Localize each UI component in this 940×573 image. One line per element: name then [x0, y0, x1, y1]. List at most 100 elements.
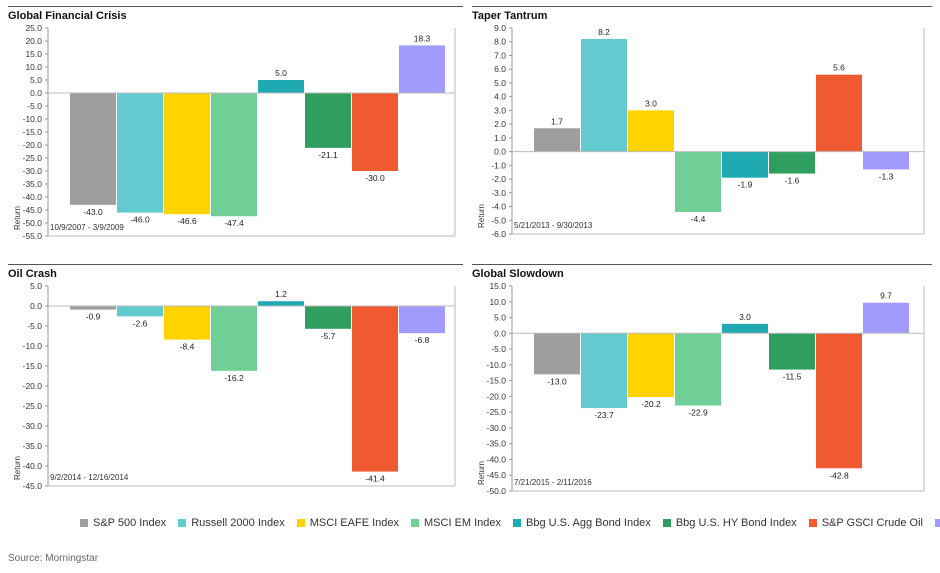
data-label: -1.3 — [879, 171, 894, 181]
chart-title: Oil Crash — [8, 268, 57, 280]
bar-gold — [863, 151, 909, 170]
legend-swatch — [513, 519, 522, 527]
y-tick-label: 8.0 — [494, 37, 506, 47]
chart-title: Taper Tantrum — [472, 10, 548, 22]
y-tick-label: -20.0 — [23, 381, 43, 391]
legend-item-bbg-u-s-hy-bond-index: Bbg U.S. HY Bond Index — [662, 517, 797, 529]
data-label: -11.5 — [783, 372, 802, 382]
bar-gold — [399, 306, 445, 334]
legend-swatch — [296, 519, 305, 527]
y-tick-label: -5.0 — [491, 215, 506, 225]
legend-item-bbg-u-s-agg-bond-index: Bbg U.S. Agg Bond Index — [513, 517, 651, 529]
legend-item-russell-2000-index: Russell 2000 Index — [178, 517, 285, 529]
y-tick-label: 15.0 — [489, 281, 506, 291]
date-range-label: 7/21/2015 - 2/11/2016 — [514, 478, 592, 487]
y-tick-label: -20.0 — [487, 391, 507, 401]
panel-top-rule — [472, 264, 932, 265]
legend-label: MSCI EM Index — [424, 517, 502, 529]
y-tick-label: -35.0 — [23, 179, 43, 189]
bar-sandp-gsci-crude-oil — [816, 74, 862, 152]
data-label: -1.9 — [738, 180, 753, 190]
y-tick-label: -5.0 — [491, 344, 506, 354]
y-tick-label: -15.0 — [23, 361, 43, 371]
bar-msci-em-index — [211, 93, 257, 217]
chart-svg: 5.0 0.0 -5.0 -10.0 -15.0 -20.0 -25.0 -30.0 -35.0… — [13, 281, 456, 491]
source-note: Source: Morningstar — [8, 553, 99, 564]
chart-svg: 25.0 20.0 15.0 10.0 5.0 0.0 -5.0 -10.0 -15.0 -20.… — [13, 23, 456, 241]
y-tick-label: -55.0 — [23, 231, 43, 241]
bar-russell-2000-index — [581, 38, 627, 152]
y-tick-label: -5.0 — [27, 321, 42, 331]
y-tick-label: -45.0 — [23, 205, 43, 215]
bar-bbg-u-s-agg-bond-index — [258, 301, 304, 306]
data-label: 18.3 — [414, 33, 431, 43]
y-tick-label: -25.0 — [23, 153, 43, 163]
bar-russell-2000-index — [581, 333, 627, 409]
data-label: -16.2 — [224, 373, 244, 383]
legend-item-sandp-500-index: S&P 500 Index — [80, 517, 166, 529]
legend-swatch — [178, 519, 187, 527]
data-label: -30.0 — [365, 173, 385, 183]
data-label: 3.0 — [645, 98, 657, 108]
bar-russell-2000-index — [117, 93, 163, 213]
data-label: -0.9 — [86, 312, 101, 322]
date-range-label: 5/21/2013 - 9/30/2013 — [514, 221, 593, 230]
y-tick-label: 10.0 — [489, 297, 506, 307]
y-tick-label: 9.0 — [494, 23, 506, 33]
chart-panel-global-slowdown: Global Slowdown 15.0 10.0 5.0 0.0 -5.0 -10.0 -1… — [472, 264, 932, 498]
y-tick-label: 10.0 — [25, 62, 42, 72]
bar-sandp-gsci-crude-oil — [352, 93, 398, 171]
chart-title: Global Financial Crisis — [8, 10, 127, 22]
chart-panel-global-financial-crisis: Global Financial Crisis 25.0 20.0 15.0 10.0 5… — [8, 6, 463, 252]
bar-bbg-u-s-agg-bond-index — [258, 80, 304, 93]
legend-swatch — [411, 519, 420, 527]
data-label: -46.0 — [130, 215, 150, 225]
data-label: -5.7 — [321, 331, 336, 341]
bar-msci-em-index — [675, 333, 721, 406]
y-tick-label: 4.0 — [494, 92, 506, 102]
y-tick-label: -40.0 — [487, 454, 507, 464]
bar-msci-eafe-index — [164, 93, 210, 215]
y-tick-label: -30.0 — [23, 166, 43, 176]
y-tick-label: 6.0 — [494, 64, 506, 74]
y-axis-label: Return — [477, 461, 486, 485]
y-tick-label: -45.0 — [23, 481, 43, 491]
y-tick-label: 5.0 — [30, 281, 42, 291]
bar-bbg-u-s-hy-bond-index — [305, 93, 351, 148]
legend-label: S&P 500 Index — [93, 517, 167, 529]
bar-gold — [863, 302, 909, 334]
bar-sandp-gsci-crude-oil — [352, 306, 398, 472]
y-tick-label: -25.0 — [23, 401, 43, 411]
bar-bbg-u-s-agg-bond-index — [722, 151, 768, 178]
chart-panel-taper-tantrum: Taper Tantrum 9.0 8.0 7.0 6.0 5.0 4.0 3.0 2.0 1.0… — [472, 6, 932, 252]
data-label: -46.6 — [177, 216, 197, 226]
y-tick-label: 2.0 — [494, 119, 506, 129]
y-tick-label: -30.0 — [23, 421, 43, 431]
bar-sandp-500-index — [70, 93, 116, 205]
bar-bbg-u-s-hy-bond-index — [769, 333, 815, 370]
panel-top-rule — [8, 264, 463, 265]
legend-swatch — [934, 519, 940, 527]
y-tick-label: -25.0 — [487, 407, 507, 417]
data-label: -22.9 — [688, 408, 708, 418]
data-label: 3.0 — [739, 312, 751, 322]
bar-msci-eafe-index — [628, 110, 674, 152]
bar-sandp-500-index — [534, 128, 580, 152]
y-axis-label: Return — [13, 206, 22, 230]
data-label: -42.8 — [829, 470, 849, 480]
y-axis-label: Return — [477, 204, 486, 228]
bar-sandp-gsci-crude-oil — [816, 333, 862, 469]
bar-bbg-u-s-agg-bond-index — [722, 323, 768, 334]
chart-title: Global Slowdown — [472, 268, 564, 280]
bar-bbg-u-s-hy-bond-index — [769, 151, 815, 174]
chart-panel-oil-crash: Oil Crash 5.0 0.0 -5.0 -10.0 -15.0 -20.0 -25.0 -… — [8, 264, 463, 498]
legend-label: Bbg U.S. HY Bond Index — [675, 517, 797, 529]
bar-sandp-500-index — [70, 306, 116, 310]
data-label: -41.4 — [365, 474, 385, 484]
legend-item-msci-em-index: MSCI EM Index — [411, 517, 501, 529]
legend-label: Bbg U.S. Agg Bond Index — [526, 517, 651, 529]
chart-svg: 9.0 8.0 7.0 6.0 5.0 4.0 3.0 2.0 1.0 0.0 -1.0 -2.0 -3… — [477, 23, 925, 239]
y-tick-label: 15.0 — [25, 49, 42, 59]
y-tick-label: -4.0 — [491, 202, 506, 212]
data-label: -8.4 — [180, 342, 195, 352]
